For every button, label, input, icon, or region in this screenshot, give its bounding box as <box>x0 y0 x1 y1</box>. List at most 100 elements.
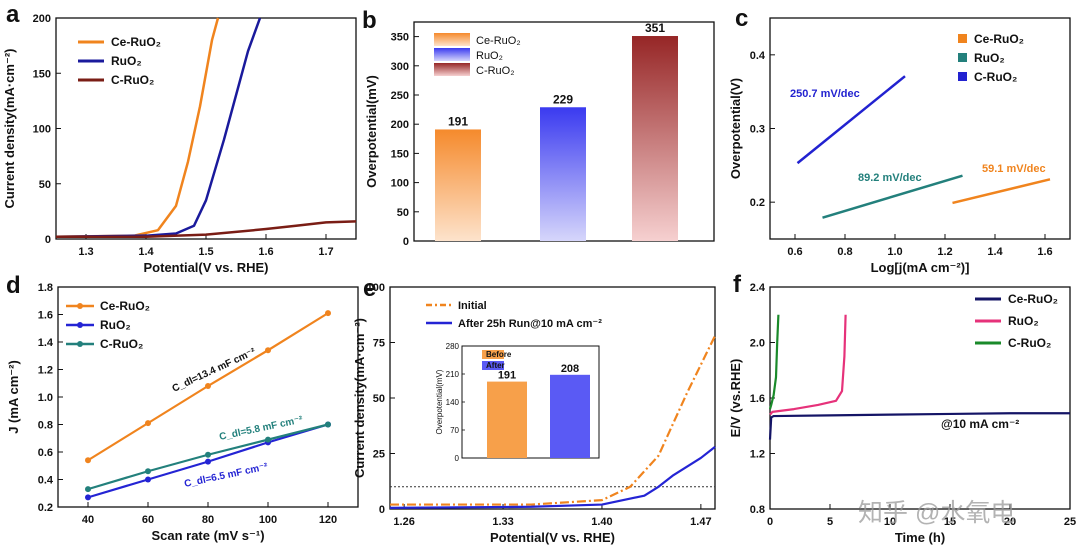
panel-label-d: d <box>6 272 21 299</box>
y-tick-label: 100 <box>33 124 51 136</box>
y-tick-label: 1.8 <box>38 282 53 294</box>
data-point-ce-ruo2 <box>145 420 151 427</box>
y-tick-label: 250 <box>391 90 409 102</box>
x-tick-label: 5 <box>827 516 833 528</box>
data-point-ce-ruo2 <box>325 310 331 317</box>
y-axis-label: Current density(mA·cm⁻²) <box>2 49 17 209</box>
panel-c: 0.6 0.8 1.0 1.2 1.4 1.6 0.2 0.3 0.4 Log[j(mA cm⁻²… <box>728 17 1071 275</box>
legend-marker-c-ruo2 <box>958 72 967 81</box>
x-tick-label: 1.5 <box>198 246 213 258</box>
y-tick-label: 0.8 <box>38 420 53 432</box>
fit-line-ruo2 <box>822 174 963 219</box>
y-tick-label: 0.8 <box>750 504 765 516</box>
data-point-c-ruo2 <box>325 421 331 428</box>
x-tick-label: 1.4 <box>138 246 154 258</box>
y-tick-label: 0 <box>45 234 51 246</box>
x-tick-label: 1.6 <box>1037 246 1052 258</box>
legend-label-ce-ruo2: Ce-RuO₂ <box>1008 292 1058 306</box>
series-line-ce-ruo2 <box>768 412 1070 440</box>
bar-value-label: 191 <box>448 114 468 128</box>
x-axis-label: Potential(V vs. RHE) <box>490 530 615 545</box>
legend-label-c-ruo2: C-RuO₂ <box>974 70 1017 84</box>
legend-label-ruo2: RuO₂ <box>974 51 1005 65</box>
x-tick-label: 1.47 <box>690 516 711 528</box>
y-tick-label: 1.2 <box>38 365 53 377</box>
series-line-ce-ruo2 <box>55 17 220 239</box>
panel-d: 40 60 80 100 120 0.2 0.4 0.6 0.8 1.0 1.2 1.4 1.6 1.8 S… <box>6 282 359 543</box>
legend-label-ce-ruo2: Ce-RuO₂ <box>111 35 161 49</box>
inset-y-tick-label: 280 <box>446 342 460 351</box>
y-tick-label: 0.4 <box>38 475 54 487</box>
x-tick-label: 15 <box>944 516 956 528</box>
y-tick-label: 75 <box>373 338 385 350</box>
y-tick-label: 100 <box>367 282 385 294</box>
legend-label-ce-ruo2: Ce-RuO₂ <box>100 299 150 313</box>
inset-bar-after <box>550 374 590 458</box>
x-tick-label: 1.3 <box>78 246 93 258</box>
y-tick-label: 0 <box>403 236 409 248</box>
y-tick-label: 0.2 <box>38 502 53 514</box>
data-point-ce-ruo2 <box>85 457 91 464</box>
legend-label-c-ruo2: C-RuO₂ <box>111 73 154 87</box>
x-tick-label: 60 <box>142 514 154 526</box>
y-tick-label: 150 <box>33 68 51 80</box>
series-line-initial <box>390 335 716 506</box>
panel-b: 0 50 100 150 200 250 300 350 Overpotential(mV) 19… <box>364 21 715 248</box>
cdl-annotation-c-ruo2: C_dl=5.8 mF cm⁻² <box>218 414 304 443</box>
legend-label-c-ruo2: C-RuO₂ <box>476 65 515 77</box>
y-tick-label: 200 <box>391 119 409 131</box>
x-tick-label: 0.8 <box>837 246 852 258</box>
data-point-c-ruo2 <box>205 451 211 458</box>
x-tick-label: 1.26 <box>393 516 414 528</box>
y-tick-label: 0.4 <box>750 50 766 62</box>
y-tick-label: 2.0 <box>750 338 765 350</box>
y-axis-label: Overpotential(mV) <box>364 75 379 188</box>
bar-ce-ruo2 <box>435 129 481 241</box>
data-point-ruo2 <box>205 458 211 465</box>
y-tick-label: 0.3 <box>750 124 765 136</box>
legend-marker-ruo2 <box>434 48 470 61</box>
y-axis-label: Current density(mA·cm⁻²) <box>352 318 367 478</box>
inset-legend-label: After <box>486 361 505 370</box>
legend-marker-c-ruo2 <box>434 63 470 76</box>
plot-frame <box>55 17 357 240</box>
tafel-slope-ruo2: 89.2 mV/dec <box>858 172 922 184</box>
panel-label-e: e <box>363 275 376 302</box>
tafel-slope-c-ruo2: 250.7 mV/dec <box>790 88 860 100</box>
legend-label-ce-ruo2: Ce-RuO₂ <box>974 32 1024 46</box>
inset-legend-marker <box>482 361 504 370</box>
legend-marker-ce-ruo2 <box>77 303 83 309</box>
y-tick-label: 0 <box>379 504 385 516</box>
y-tick-label: 25 <box>373 449 385 461</box>
y-axis-label: E/V (vs.RHE) <box>728 359 743 438</box>
x-tick-label: 1.0 <box>887 246 902 258</box>
fit-line-ce-ruo2 <box>952 178 1051 205</box>
legend-marker-ce-ruo2 <box>434 33 470 46</box>
panel-label-a: a <box>6 1 20 28</box>
legend-marker-c-ruo2 <box>77 341 83 347</box>
series-line-ruo2 <box>55 17 262 239</box>
data-point-c-ruo2 <box>85 486 91 493</box>
x-axis-label: Potential(V vs. RHE) <box>144 260 269 275</box>
panel-label-c: c <box>735 5 748 32</box>
panel-f: 0 5 10 15 20 25 0.8 1.2 1.6 2.0 2.4 Time (h) E/V (vs… <box>728 282 1076 545</box>
legend-label-ruo2: RuO₂ <box>1008 314 1039 328</box>
legend-marker-ruo2 <box>958 53 967 62</box>
legend-label-ce-ruo2: Ce-RuO₂ <box>476 35 521 47</box>
panel-e: 1.26 1.33 1.40 1.47 0 25 50 75 100 Potential(V vs… <box>352 282 716 545</box>
bar-value-label: 351 <box>645 21 665 35</box>
x-tick-label: 0.6 <box>787 246 802 258</box>
y-tick-label: 1.4 <box>38 337 54 349</box>
series-line-c-ruo2 <box>768 314 780 410</box>
legend-label-ruo2: RuO₂ <box>100 318 131 332</box>
x-tick-label: 120 <box>319 514 337 526</box>
panel-label-b: b <box>362 7 377 34</box>
legend-marker-ce-ruo2 <box>958 34 967 43</box>
y-tick-label: 200 <box>33 13 51 25</box>
x-tick-label: 1.40 <box>591 516 612 528</box>
x-tick-label: 20 <box>1004 516 1016 528</box>
cdl-annotation-ce-ruo2: C_dl=13.4 mF cm⁻² <box>171 346 258 395</box>
tafel-slope-ce-ruo2: 59.1 mV/dec <box>982 163 1046 175</box>
y-tick-label: 350 <box>391 32 409 44</box>
